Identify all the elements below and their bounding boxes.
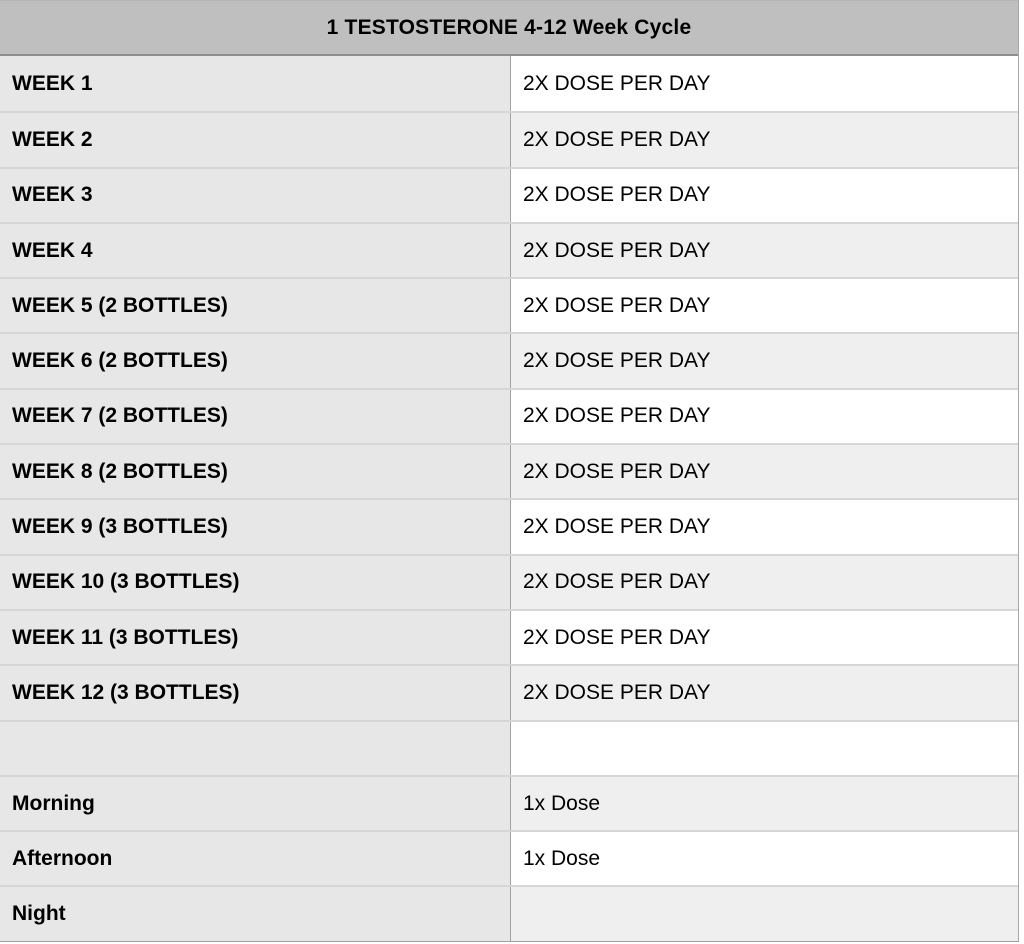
table-row-spacer [0,719,1018,775]
table-row-week-12: WEEK 12 (3 BOTTLES) 2X DOSE PER DAY [0,664,1018,720]
row-label: Morning [0,776,511,831]
row-value: 1x Dose [511,832,1018,886]
row-value: 2X DOSE PER DAY [511,168,1018,222]
row-value: 2X DOSE PER DAY [511,113,1018,167]
row-label: Night [0,887,511,941]
table-row-week-8: WEEK 8 (2 BOTTLES) 2X DOSE PER DAY [0,443,1018,499]
row-value: 2X DOSE PER DAY [511,279,1018,333]
table-row-week-7: WEEK 7 (2 BOTTLES) 2X DOSE PER DAY [0,387,1018,444]
row-value: 2X DOSE PER DAY [511,666,1018,720]
row-label: WEEK 2 [0,113,511,167]
row-value: 2X DOSE PER DAY [511,555,1018,609]
table-row-week-9: WEEK 9 (3 BOTTLES) 2X DOSE PER DAY [0,498,1018,554]
row-label: WEEK 10 (3 BOTTLES) [0,555,511,609]
row-label: WEEK 9 (3 BOTTLES) [0,500,511,554]
row-value: 2X DOSE PER DAY [511,610,1018,665]
table-row-week-6: WEEK 6 (2 BOTTLES) 2X DOSE PER DAY [0,332,1018,388]
row-value [511,887,1018,941]
row-label: WEEK 6 (2 BOTTLES) [0,334,511,388]
table-row-week-5: WEEK 5 (2 BOTTLES) 2X DOSE PER DAY [0,277,1018,333]
table-row-week-1: WEEK 1 2X DOSE PER DAY [0,56,1018,112]
table-title: 1 TESTOSTERONE 4-12 Week Cycle [0,1,1018,56]
row-value: 2X DOSE PER DAY [511,389,1018,444]
row-label: WEEK 7 (2 BOTTLES) [0,389,511,444]
table-row-afternoon: Afternoon 1x Dose [0,830,1018,886]
row-label [0,721,511,775]
row-label: WEEK 11 (3 BOTTLES) [0,610,511,665]
row-label: WEEK 4 [0,223,511,278]
row-value: 2X DOSE PER DAY [511,223,1018,278]
table-row-week-10: WEEK 10 (3 BOTTLES) 2X DOSE PER DAY [0,553,1018,609]
row-value: 1x Dose [511,776,1018,831]
row-value: 2X DOSE PER DAY [511,445,1018,499]
row-label: WEEK 5 (2 BOTTLES) [0,279,511,333]
row-label: WEEK 1 [0,56,511,112]
table-row-week-3: WEEK 3 2X DOSE PER DAY [0,166,1018,222]
table-row-week-2: WEEK 2 2X DOSE PER DAY [0,111,1018,167]
table-row-week-11: WEEK 11 (3 BOTTLES) 2X DOSE PER DAY [0,608,1018,665]
row-label: Afternoon [0,832,511,886]
row-label: WEEK 8 (2 BOTTLES) [0,445,511,499]
row-value: 2X DOSE PER DAY [511,500,1018,554]
table-row-week-4: WEEK 4 2X DOSE PER DAY [0,221,1018,278]
row-label: WEEK 12 (3 BOTTLES) [0,666,511,720]
table-row-night: Night [0,885,1018,941]
table-row-morning: Morning 1x Dose [0,774,1018,831]
row-value: 2X DOSE PER DAY [511,56,1018,112]
row-value [511,721,1018,775]
row-label: WEEK 3 [0,168,511,222]
row-value: 2X DOSE PER DAY [511,334,1018,388]
